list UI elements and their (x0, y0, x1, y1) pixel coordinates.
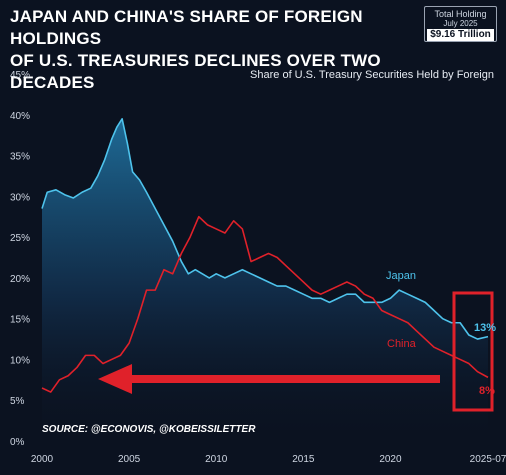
y-tick-label: 0% (10, 437, 25, 448)
x-tick-label: 2000 (31, 454, 54, 465)
chart-title-line1: JAPAN AND CHINA'S SHARE OF FOREIGN HOLDI… (10, 7, 363, 48)
japan-line (41, 118, 489, 340)
left-arrow (98, 364, 440, 394)
y-tick-label: 45% (10, 70, 30, 81)
y-tick-label: 20% (10, 274, 30, 285)
y-tick-label: 35% (10, 152, 30, 163)
arrow-head (98, 364, 132, 394)
chart-subtitle: Share of U.S. Treasury Securities Held b… (250, 69, 494, 81)
total-holding-date: July 2025 (443, 19, 478, 28)
x-tick-label: 2005 (118, 454, 141, 465)
total-holding-label: Total Holding (434, 9, 487, 19)
china-line (41, 215, 489, 393)
x-tick-label: 2025-07 (470, 454, 506, 465)
y-tick-label: 15% (10, 315, 30, 326)
chart-title: JAPAN AND CHINA'S SHARE OF FOREIGN HOLDI… (10, 6, 410, 94)
x-tick-label: 2010 (205, 454, 228, 465)
x-tick-label: 2020 (379, 454, 402, 465)
y-tick-label: 5% (10, 396, 25, 407)
highlight-box (452, 291, 494, 412)
y-tick-label: 30% (10, 192, 30, 203)
chart-title-line2: OF U.S. TREASURIES DECLINES OVER TWO DEC… (10, 51, 381, 92)
label-japan: Japan (386, 270, 416, 282)
end-label-japan: 13% (474, 322, 496, 334)
total-holding-value: $9.16 Trillion (427, 29, 494, 41)
total-holding-box: Total Holding July 2025 $9.16 Trillion (424, 6, 497, 42)
x-tick-label: 2015 (292, 454, 315, 465)
y-tick-label: 25% (10, 233, 30, 244)
y-tick-label: 40% (10, 111, 30, 122)
label-china: China (387, 338, 417, 350)
japan-area (42, 118, 488, 441)
source-text: SOURCE: @ECONOVIS, @KOBEISSILETTER (42, 424, 256, 435)
end-label-china: 8% (479, 385, 495, 397)
y-tick-label: 10% (10, 355, 30, 366)
